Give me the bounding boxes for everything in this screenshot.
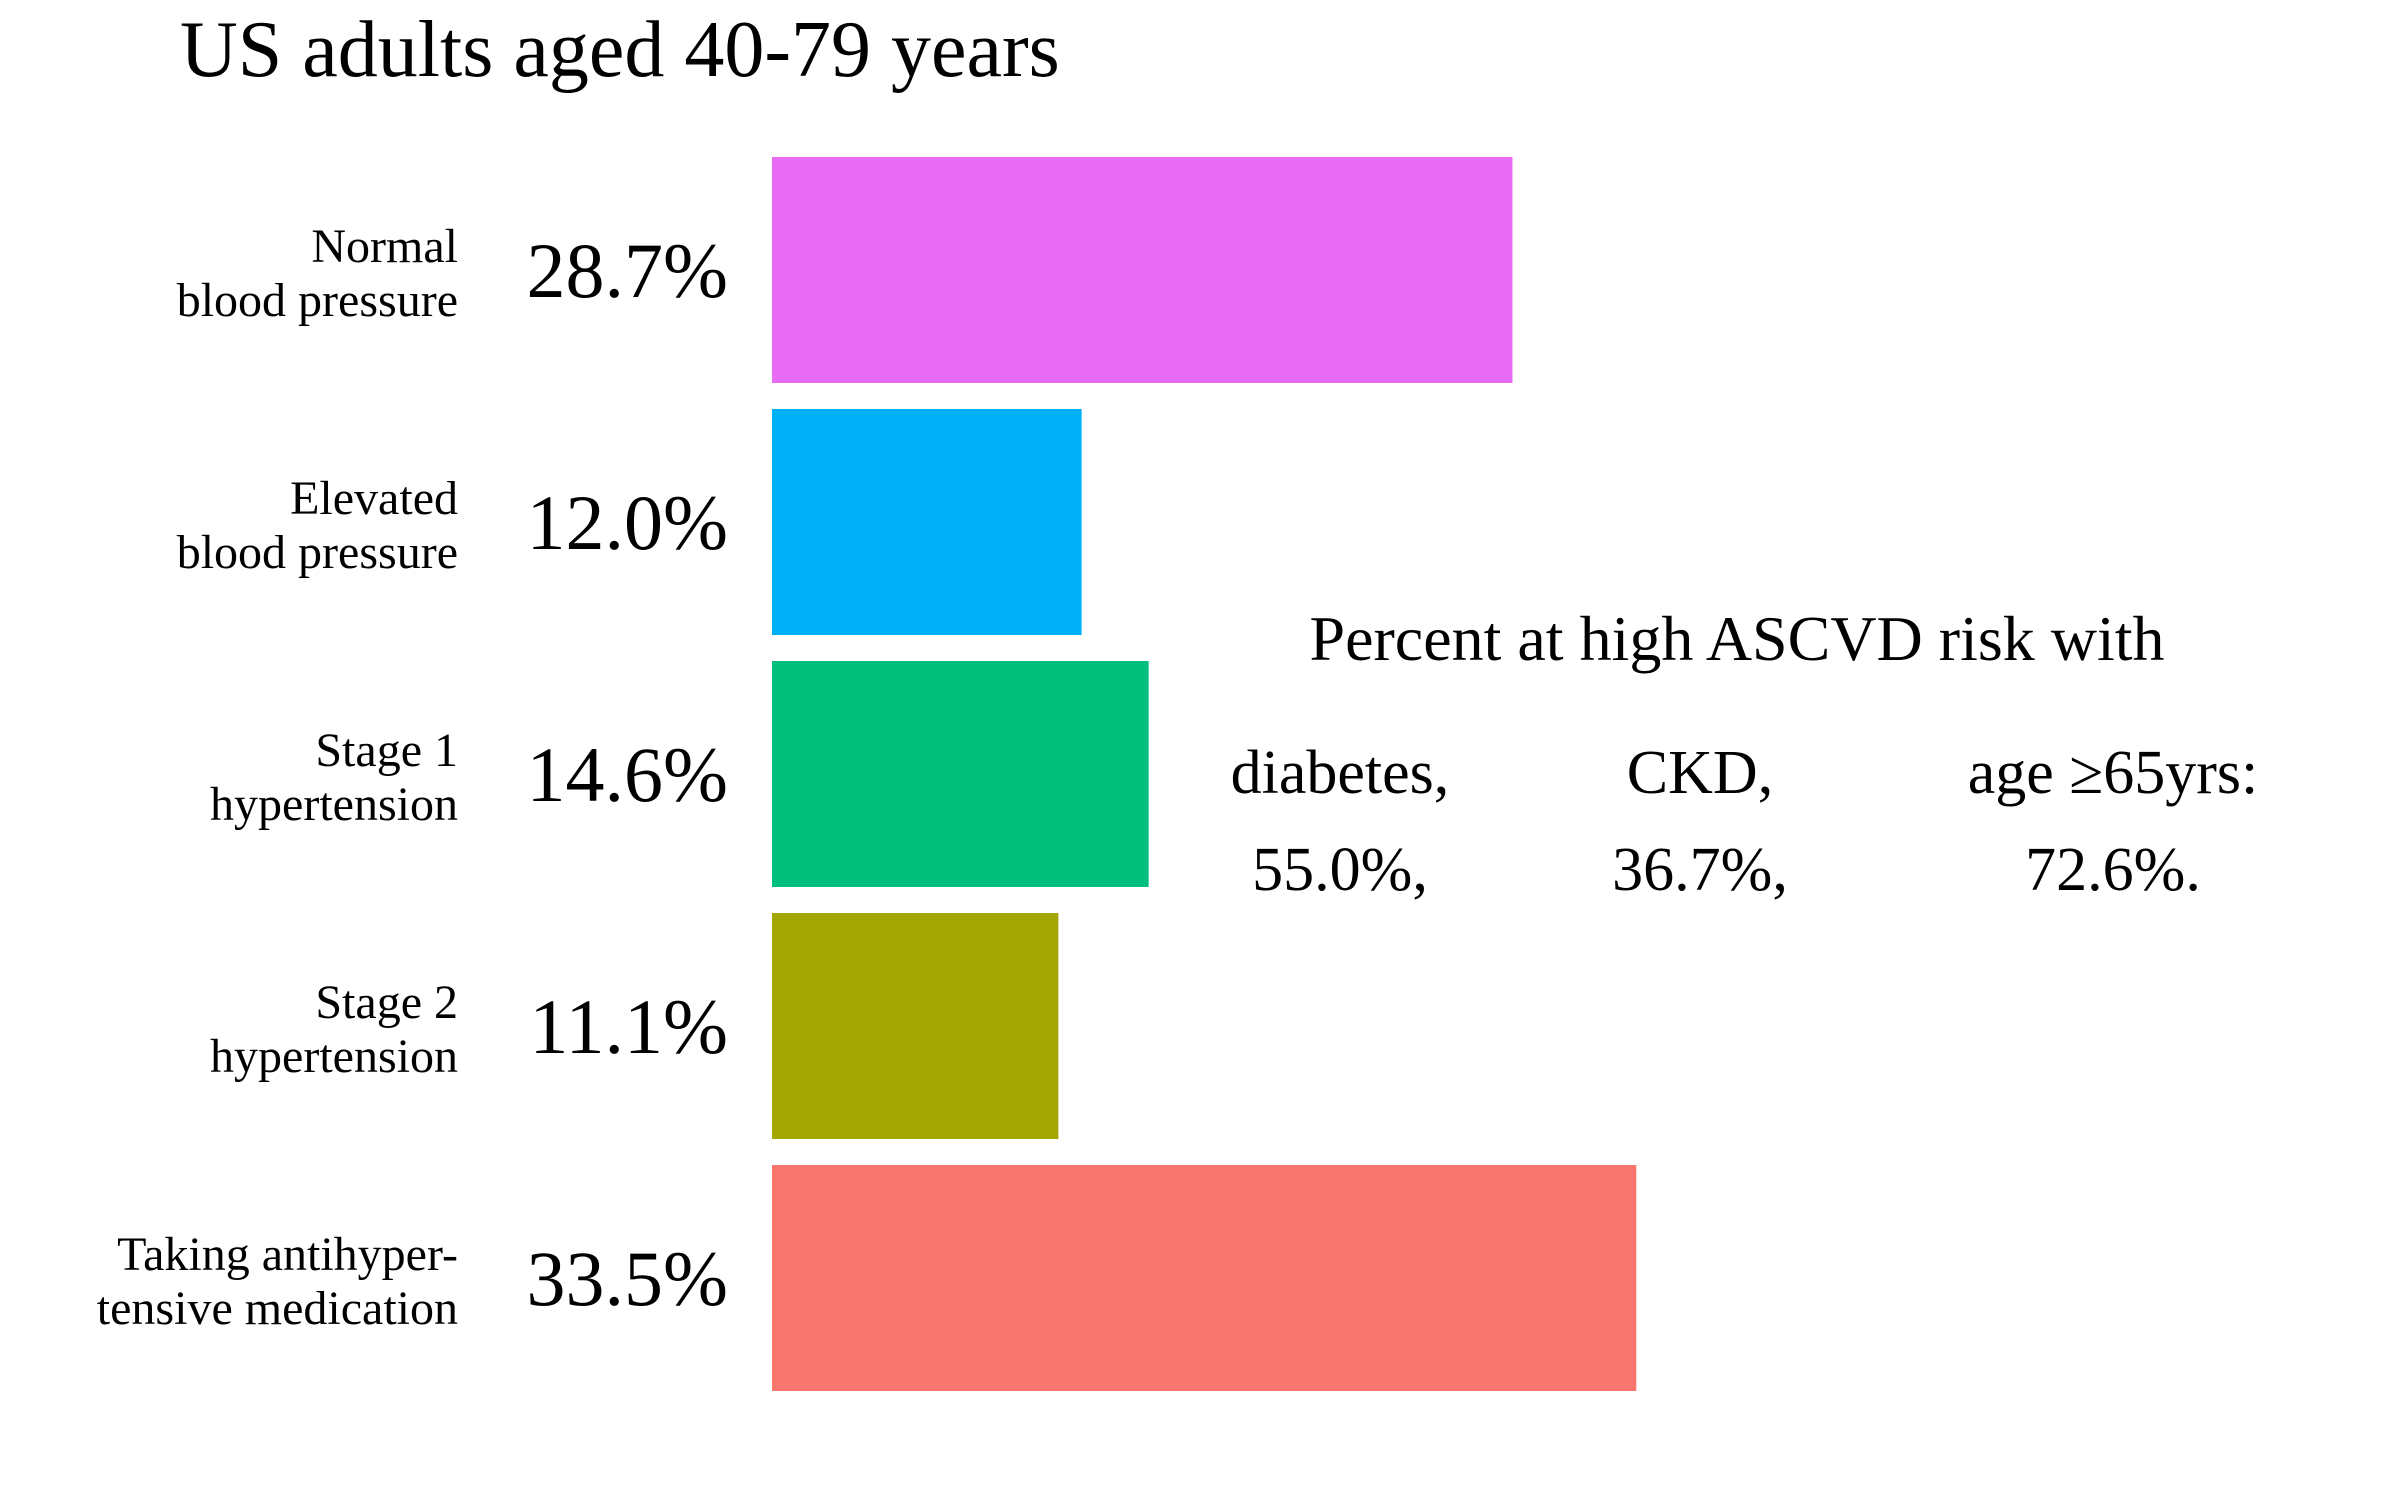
annotation-value-0: 55.0%,: [1252, 836, 1428, 904]
bar-4: [772, 1165, 1637, 1391]
annotation-label-0: diabetes,: [1231, 739, 1450, 807]
category-label-2: Stage 1 hypertension: [210, 724, 458, 831]
bar-0: [772, 157, 1513, 383]
value-label-4: 33.5%: [527, 1235, 728, 1322]
category-label-0: Normal blood pressure: [177, 220, 458, 327]
bar-2: [772, 661, 1149, 887]
bars: [772, 157, 1637, 1391]
bar-1: [772, 409, 1082, 635]
annotation: Percent at high ASCVD risk with diabetes…: [1231, 603, 2259, 904]
value-label-0: 28.7%: [527, 227, 728, 314]
annotation-groups: diabetes, 55.0%, CKD, 36.7%, age ≥65yrs: 72.6…: [1231, 739, 2259, 904]
annotation-value-2: 72.6%.: [2025, 836, 2201, 904]
annotation-label-1: CKD,: [1627, 739, 1773, 807]
value-label-2: 14.6%: [527, 731, 728, 818]
value-labels: 28.7% 12.0% 14.6% 11.1% 33.5%: [527, 227, 728, 1322]
bar-3: [772, 913, 1059, 1139]
value-label-3: 11.1%: [529, 983, 728, 1070]
annotation-heading: Percent at high ASCVD risk with: [1309, 603, 2164, 674]
category-label-4: Taking antihyper-tensive medication: [97, 1228, 458, 1335]
category-label-3: Stage 2 hypertension: [210, 976, 458, 1083]
annotation-label-2: age ≥65yrs:: [1968, 739, 2259, 807]
annotation-value-1: 36.7%,: [1612, 836, 1788, 904]
category-label-1: Elevated blood pressure: [177, 472, 458, 579]
value-label-1: 12.0%: [527, 479, 728, 566]
chart-title: US adults aged 40-79 years: [180, 6, 1060, 94]
category-labels: Normal blood pressure Elevated blood pressu…: [97, 220, 458, 1335]
